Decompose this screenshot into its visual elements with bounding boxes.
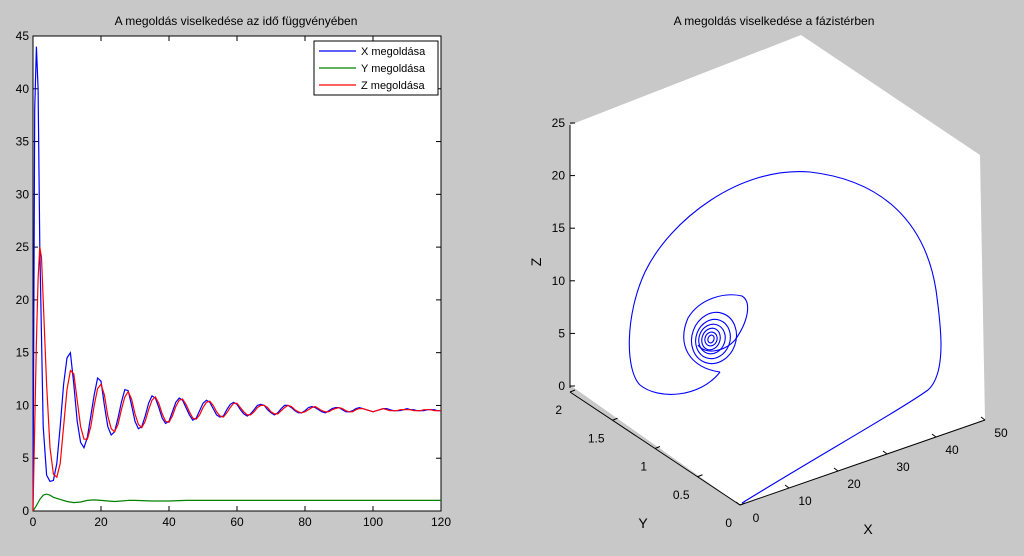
spiral-ring-3 <box>698 323 726 355</box>
legend-label-y: Y megoldása <box>361 63 426 75</box>
y-tick-mark <box>739 502 746 506</box>
x-tick-label: 0 <box>30 515 37 529</box>
legend-label-x: X megoldása <box>361 46 426 58</box>
time-series-chart: A megoldás viselkedése az idő függvényéb… <box>16 14 452 529</box>
series-line-z <box>32 247 441 512</box>
time-chart-legend[interactable]: X megoldása Y megoldása Z megoldása <box>313 40 439 96</box>
z-axis-label: Z <box>528 257 544 266</box>
y-tick-label: 15 <box>16 346 30 360</box>
x-tick-mark <box>784 484 790 489</box>
x-tick-label: 20 <box>94 515 108 529</box>
y-tick-label: 20 <box>16 293 30 307</box>
z-tick-label: 10 <box>552 274 566 288</box>
y-tick-label: 25 <box>16 240 30 254</box>
x-tick-label: 10 <box>798 494 812 508</box>
x-tick-label: 120 <box>431 515 451 529</box>
time-plot-area <box>32 35 442 512</box>
y-tick-label: 0 <box>725 516 732 530</box>
x-tick-mark <box>980 416 986 421</box>
y-tick-label: 1.5 <box>588 431 605 445</box>
y-tick-label: 5 <box>22 451 29 465</box>
x-tick-mark <box>882 450 888 455</box>
y-tick-mark <box>697 474 703 478</box>
spiral-ring-5 <box>704 331 718 347</box>
y-tick-label: 2 <box>555 403 562 417</box>
phase-trajectory <box>628 171 942 504</box>
y-tick-label: 35 <box>16 135 30 149</box>
spiral-ring-6 <box>707 334 715 344</box>
phase-plot-box <box>570 35 985 505</box>
x-axis-line <box>739 419 986 506</box>
y-tick-label: 0.5 <box>673 488 690 502</box>
x-tick-label: 0 <box>753 511 760 525</box>
x-tick-mark <box>931 433 937 438</box>
z-tick-label: 5 <box>558 326 565 340</box>
x-tick-label: 50 <box>994 426 1008 440</box>
x-tick-mark <box>833 467 839 472</box>
spiral-ring-1 <box>690 311 738 365</box>
time-series-lines <box>32 46 441 512</box>
trajectory-second-loop <box>683 294 749 373</box>
x-tick-label: 100 <box>363 515 383 529</box>
time-axis-ticks: 0 20 40 60 80 100 120 0 5 10 15 20 25 30 35 40 45 <box>16 29 452 529</box>
y-tick-mark <box>612 417 618 421</box>
y-tick-label: 1 <box>640 460 647 474</box>
series-line-y <box>32 493 441 512</box>
legend-label-z: Z megoldása <box>361 80 425 92</box>
z-tick-label: 0 <box>558 379 565 393</box>
y-tick-label: 10 <box>16 398 30 412</box>
y-tick-mark <box>654 446 661 449</box>
z-tick-label: 20 <box>552 169 566 183</box>
y-tick-mark <box>569 389 576 393</box>
z-tick-label: 25 <box>552 116 566 130</box>
x-tick-label: 20 <box>847 477 861 491</box>
y-tick-label: 0 <box>22 504 29 518</box>
y-tick-label: 40 <box>16 82 30 96</box>
spiral-ring-2 <box>695 318 731 360</box>
y-axis-label: Y <box>638 515 648 531</box>
y-tick-label: 30 <box>16 187 30 201</box>
x-tick-label: 30 <box>896 460 910 474</box>
x-tick-label: 40 <box>162 515 176 529</box>
x-tick-label: 40 <box>945 443 959 457</box>
x-axis-label: X <box>863 521 873 537</box>
phase-chart-title: A megoldás viselkedése a fázistérben <box>674 14 875 28</box>
x-tick-label: 80 <box>298 515 312 529</box>
z-tick-label: 15 <box>552 221 566 235</box>
time-chart-title: A megoldás viselkedése az idő függvényéb… <box>115 14 358 28</box>
x-tick-label: 60 <box>230 515 244 529</box>
y-tick-label: 45 <box>16 29 30 43</box>
phase-space-chart: A megoldás viselkedése a fázistérben 0 5 1… <box>528 14 1008 537</box>
trajectory-outer-loop <box>628 171 942 504</box>
spiral-ring-4 <box>701 327 721 351</box>
x-tick-mark <box>735 501 741 506</box>
